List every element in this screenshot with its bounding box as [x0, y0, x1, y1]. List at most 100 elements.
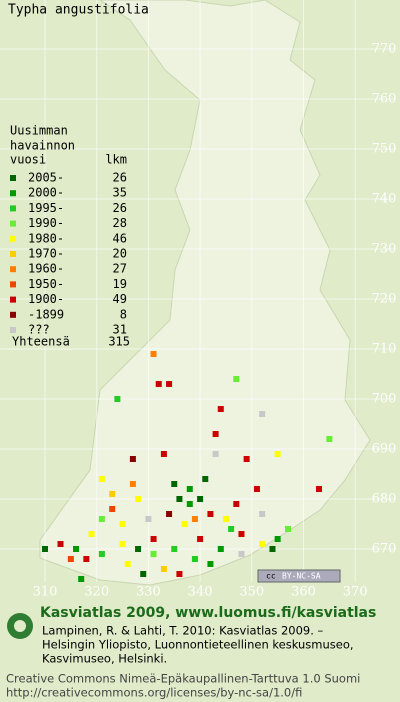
legend-label: 1970-: [28, 247, 64, 261]
footer-title: Kasviatlas 2009, www.luomus.fi/kasviatla…: [40, 605, 376, 621]
observation-square: [140, 571, 147, 577]
observation-square: [119, 541, 126, 547]
legend-label: -1899: [28, 307, 64, 321]
observation-square: [150, 351, 157, 357]
observation-square: [217, 546, 224, 552]
legend-heading: vuosi: [10, 153, 46, 167]
y-tick-label: 700: [372, 392, 397, 407]
legend-label: ???: [28, 323, 50, 337]
legend-swatch: [10, 235, 16, 242]
legend-label: 2005-: [28, 171, 64, 185]
citation: Lampinen, R. & Lahti, T. 2010: Kasviatla…: [42, 624, 324, 638]
observation-square: [202, 476, 209, 482]
badge-cc: cc: [266, 572, 276, 581]
observation-square: [78, 576, 85, 582]
y-tick-label: 740: [372, 192, 397, 207]
observation-square: [233, 501, 240, 507]
observation-square: [57, 541, 64, 547]
observation-square: [284, 526, 291, 532]
x-tick-label: 320: [84, 585, 109, 600]
observation-square: [274, 536, 281, 542]
citation: Helsingin Yliopisto, Luonnontieteellinen…: [42, 638, 354, 652]
legend-count: 20: [113, 247, 127, 261]
observation-square: [228, 526, 235, 532]
citation: Kasvimuseo, Helsinki.: [42, 652, 167, 666]
observation-square: [109, 506, 116, 512]
y-tick-label: 760: [372, 92, 397, 107]
observation-square: [243, 456, 250, 462]
observation-square: [176, 496, 183, 502]
y-tick-label: 730: [372, 242, 397, 257]
observation-square: [145, 516, 152, 522]
legend-swatch: [10, 266, 16, 273]
observation-square: [222, 516, 229, 522]
observation-square: [274, 451, 281, 457]
legend-label: 1950-: [28, 277, 64, 291]
observation-square: [114, 396, 121, 402]
legend-swatch: [10, 190, 16, 197]
legend-label: 1960-: [28, 262, 64, 276]
observation-square: [160, 451, 167, 457]
observation-square: [119, 521, 126, 527]
legend-count: 19: [113, 277, 127, 291]
y-tick-label: 670: [372, 542, 397, 557]
legend-count: 28: [113, 216, 127, 230]
legend-swatch: [10, 205, 16, 212]
legend-count: 46: [113, 231, 127, 245]
y-tick-label: 720: [372, 292, 397, 307]
observation-square: [191, 516, 198, 522]
observation-square: [217, 406, 224, 412]
legend-swatch: [10, 311, 16, 318]
total: 315: [108, 335, 130, 349]
legend-swatch: [10, 281, 16, 288]
observation-square: [326, 436, 333, 442]
y-tick-label: 690: [372, 442, 397, 457]
observation-square: [124, 561, 131, 567]
observation-square: [238, 531, 245, 537]
legend-count: 26: [113, 171, 127, 185]
observation-square: [259, 541, 266, 547]
observation-square: [197, 496, 204, 502]
observation-square: [191, 556, 198, 562]
legend-count: 27: [113, 262, 127, 276]
observation-square: [166, 381, 173, 387]
observation-square: [150, 536, 157, 542]
total-label: Yhteensä: [12, 335, 70, 349]
land: [39, 0, 371, 586]
observation-square: [212, 451, 219, 457]
observation-square: [150, 551, 157, 557]
x-tick-label: 330: [136, 585, 161, 600]
observation-square: [259, 511, 266, 517]
legend-swatch: [10, 251, 16, 257]
x-tick-label: 340: [188, 585, 213, 600]
legend-count: 31: [113, 323, 127, 337]
legend-count: 8: [120, 307, 127, 321]
license-badge: [257, 569, 341, 583]
observation-square: [253, 486, 260, 492]
observation-square: [73, 546, 80, 552]
badge-text: BY-NC-SA: [282, 572, 321, 581]
legend-label: 2000-: [28, 186, 64, 200]
legend-heading: havainnon: [10, 139, 75, 153]
x-tick-label: 360: [291, 585, 316, 600]
observation-square: [166, 511, 173, 517]
x-tick-label: 350: [239, 585, 264, 600]
observation-square: [171, 546, 178, 552]
observation-square: [181, 521, 188, 527]
observation-square: [212, 431, 219, 437]
legend-label: 1995-: [28, 201, 64, 215]
observation-square: [316, 486, 323, 492]
observation-square: [155, 381, 162, 387]
logo-inner: [14, 620, 26, 632]
y-tick-label: 710: [372, 342, 397, 357]
y-tick-label: 680: [372, 492, 397, 507]
observation-square: [186, 501, 193, 507]
legend-swatch: [10, 296, 16, 303]
observation-square: [135, 546, 142, 552]
observation-square: [129, 456, 136, 462]
legend-count-heading: lkm: [105, 153, 127, 167]
legend-count: 26: [113, 201, 127, 215]
observation-square: [98, 516, 105, 522]
observation-square: [98, 551, 105, 557]
x-tick-label: 310: [33, 585, 58, 600]
